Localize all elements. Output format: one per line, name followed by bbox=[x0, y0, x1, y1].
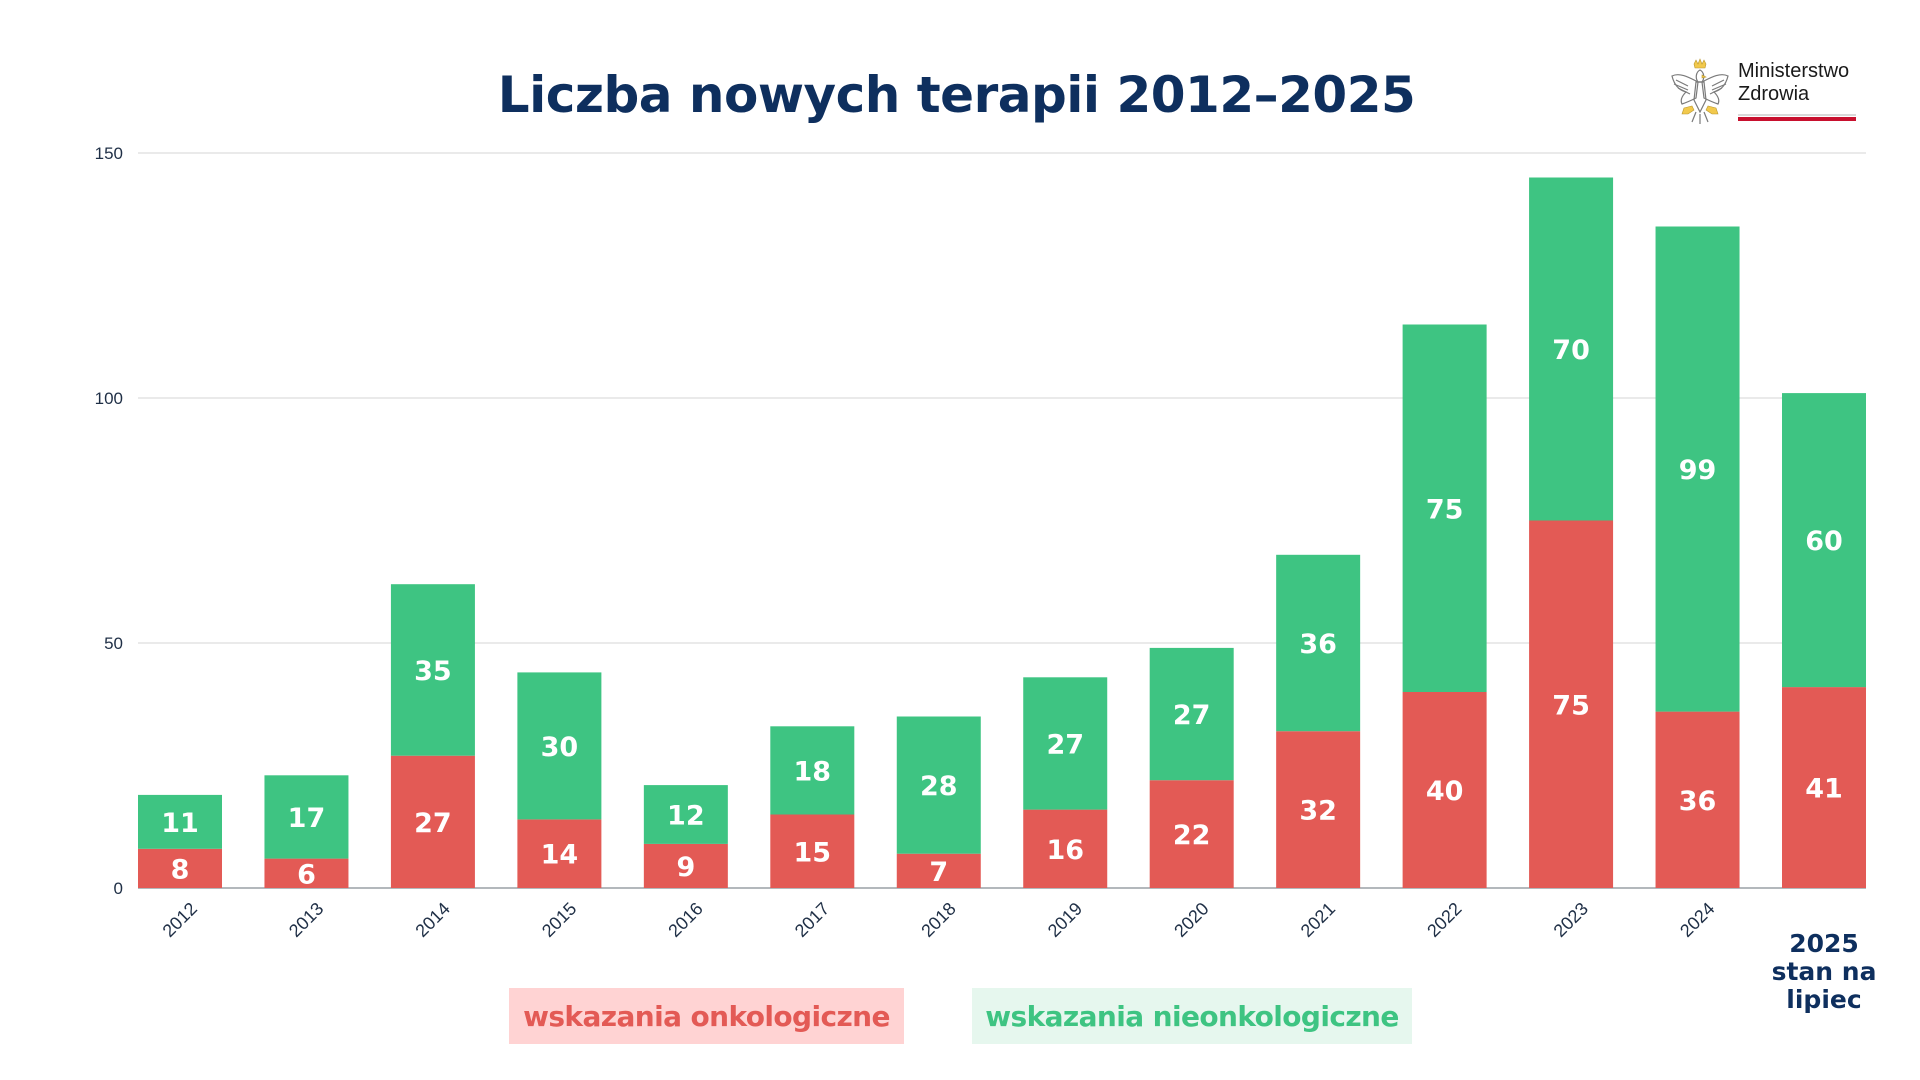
bar-onkologiczne-2020 bbox=[1149, 780, 1234, 888]
last-label-line-2: stan na bbox=[1771, 957, 1877, 986]
bar-nieonkologiczne-2022 bbox=[1402, 324, 1487, 692]
data-label: 11 bbox=[161, 808, 199, 839]
bar-onkologiczne-2022 bbox=[1402, 692, 1487, 888]
x-tick-label: 2023 bbox=[1550, 899, 1592, 941]
bar-nieonkologiczne-2023 bbox=[1529, 177, 1614, 521]
data-label: 16 bbox=[1046, 835, 1084, 866]
data-label: 17 bbox=[288, 803, 326, 834]
last-label-line-3: lipiec bbox=[1786, 985, 1862, 1014]
logo-red-stripe bbox=[1738, 117, 1856, 121]
bar-nieonkologiczne-2013 bbox=[264, 775, 349, 859]
data-label: 12 bbox=[667, 801, 705, 832]
legend-item-onkologiczne: wskazania onkologiczne bbox=[509, 988, 904, 1044]
data-label: 60 bbox=[1805, 526, 1843, 557]
y-tick-label: 150 bbox=[95, 144, 123, 163]
data-label: 36 bbox=[1299, 629, 1337, 660]
bar-nieonkologiczne-2012 bbox=[138, 794, 222, 849]
logo-line-1: Ministerstwo bbox=[1738, 60, 1850, 82]
y-axis: 0 50 100 150 bbox=[95, 144, 123, 898]
x-tick-label: 2013 bbox=[285, 899, 327, 941]
bar-nieonkologiczne-2016 bbox=[643, 785, 728, 844]
chart-title-text: Liczba nowych terapii 2012–2025 bbox=[497, 66, 1416, 124]
bar-onkologiczne-2012 bbox=[138, 848, 222, 888]
y-tick-label: 0 bbox=[114, 879, 123, 898]
data-label: 70 bbox=[1552, 335, 1590, 366]
y-tick-label: 100 bbox=[95, 389, 123, 408]
data-label: 99 bbox=[1679, 455, 1717, 486]
bar-onkologiczne-2021 bbox=[1276, 731, 1361, 888]
bar-onkologiczne-2018 bbox=[896, 853, 981, 888]
last-label-line-1: 2025 bbox=[1789, 929, 1859, 958]
data-label: 27 bbox=[1173, 700, 1211, 731]
legend-label-nieonkologiczne: wskazania nieonkologiczne bbox=[985, 999, 1399, 1033]
ministry-logo: Ministerstwo Zdrowia bbox=[1668, 56, 1868, 131]
data-label: 8 bbox=[171, 854, 190, 885]
data-label: 36 bbox=[1679, 786, 1717, 817]
bar-nieonkologiczne-2019 bbox=[1023, 677, 1108, 810]
data-label: 9 bbox=[676, 852, 695, 883]
data-label: 30 bbox=[541, 732, 579, 763]
bar-nieonkologiczne-2015 bbox=[517, 672, 602, 820]
polish-eagle-icon bbox=[1671, 58, 1729, 124]
data-label: 41 bbox=[1805, 774, 1843, 805]
data-label: 32 bbox=[1299, 796, 1337, 827]
bar-nieonkologiczne-2025 bbox=[1782, 393, 1866, 688]
x-tick-label: 2019 bbox=[1044, 899, 1086, 941]
x-tick-label: 2024 bbox=[1676, 899, 1718, 941]
bar-nieonkologiczne-2017 bbox=[770, 726, 855, 815]
bar-nieonkologiczne-2020 bbox=[1149, 647, 1234, 781]
bar-onkologiczne-2016 bbox=[643, 843, 728, 888]
x-tick-label: 2017 bbox=[791, 899, 833, 941]
data-label: 75 bbox=[1426, 494, 1464, 525]
x-tick-label-2025-highlight: 2025 stan na lipiec bbox=[1760, 930, 1888, 1014]
bar-onkologiczne-2019 bbox=[1023, 809, 1108, 888]
chart-title: Liczba nowych terapii 2012–2025 bbox=[0, 66, 1920, 124]
logo-line-2: Zdrowia bbox=[1738, 83, 1810, 105]
x-tick-label: 2021 bbox=[1297, 899, 1339, 941]
bar-nieonkologiczne-2018 bbox=[896, 716, 981, 854]
data-label: 14 bbox=[541, 840, 579, 871]
bar-nieonkologiczne-2024 bbox=[1655, 226, 1740, 712]
x-tick-label: 2018 bbox=[917, 899, 959, 941]
legend-label-onkologiczne: wskazania onkologiczne bbox=[523, 999, 890, 1033]
x-tick-label: 2014 bbox=[411, 899, 453, 941]
data-label: 6 bbox=[297, 859, 316, 890]
bar-onkologiczne-2025 bbox=[1782, 687, 1866, 888]
bar-onkologiczne-2023 bbox=[1529, 520, 1614, 888]
data-label: 27 bbox=[1046, 729, 1084, 760]
data-label: 18 bbox=[794, 756, 832, 787]
x-tick-label: 2022 bbox=[1423, 899, 1465, 941]
data-label: 40 bbox=[1426, 776, 1464, 807]
x-tick-label: 2012 bbox=[159, 899, 201, 941]
bar-onkologiczne-2013 bbox=[264, 858, 349, 888]
data-label: 15 bbox=[794, 837, 832, 868]
bar-nieonkologiczne-2021 bbox=[1276, 554, 1361, 732]
x-tick-label: 2016 bbox=[664, 899, 706, 941]
data-label: 7 bbox=[929, 857, 948, 888]
data-label: 35 bbox=[414, 656, 452, 687]
bar-nieonkologiczne-2014 bbox=[390, 584, 475, 756]
x-tick-label: 2015 bbox=[538, 899, 580, 941]
logo-text: Ministerstwo Zdrowia bbox=[1738, 60, 1849, 106]
data-label: 28 bbox=[920, 771, 958, 802]
data-label: 75 bbox=[1552, 690, 1590, 721]
data-label: 22 bbox=[1173, 820, 1211, 851]
legend-item-nieonkologiczne: wskazania nieonkologiczne bbox=[972, 988, 1412, 1044]
bar-onkologiczne-2014 bbox=[390, 755, 475, 888]
logo-white-stripe bbox=[1738, 114, 1856, 116]
bars: 8 11 6 17 27 35 14 30 9 12 15 18 7 28 16 27 22 27 32 36 40 75… bbox=[138, 177, 1866, 890]
y-tick-label: 50 bbox=[104, 634, 123, 653]
bar-onkologiczne-2024 bbox=[1655, 711, 1740, 888]
bar-onkologiczne-2017 bbox=[770, 814, 855, 888]
x-axis: 2012 2013 2014 2015 2016 2017 2018 2019 2020 2021… bbox=[159, 899, 1719, 941]
bar-onkologiczne-2015 bbox=[517, 819, 602, 888]
x-tick-label: 2020 bbox=[1170, 899, 1212, 941]
data-label: 27 bbox=[414, 808, 452, 839]
